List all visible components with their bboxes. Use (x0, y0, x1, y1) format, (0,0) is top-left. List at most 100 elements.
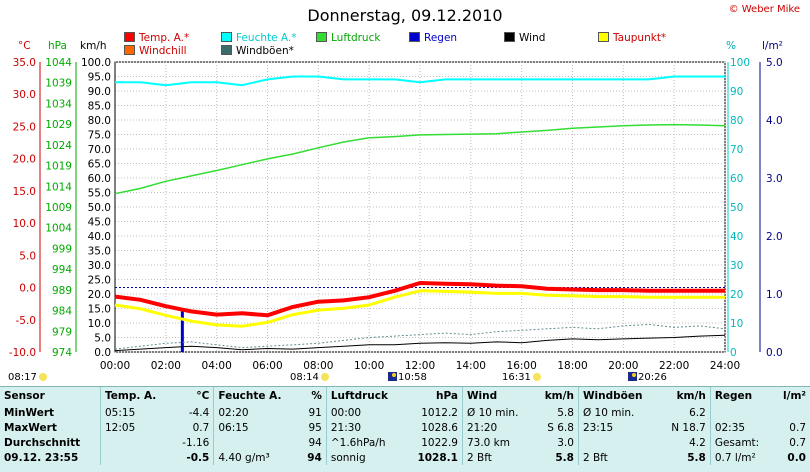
header-cell: Feuchte A. (213, 387, 299, 405)
pressure-tick-label: 1024 (45, 140, 72, 152)
pressure-tick-label: 994 (52, 264, 72, 276)
legend-item: Windböen* (221, 45, 294, 57)
legend-swatch (221, 32, 232, 42)
x-tick-label: 10:00 (354, 360, 384, 372)
row-label: MinWert (4, 406, 55, 419)
header-cell: km/h (676, 390, 706, 402)
moonrise-marker: 10:58 (388, 372, 427, 383)
x-tick-label: 24:00 (710, 360, 740, 372)
x-tick-label: 02:00 (151, 360, 181, 372)
pressure-tick-label: 1039 (45, 78, 72, 90)
cell: Ø 10 min. (461, 405, 534, 420)
humidity-tick-label: 90 (730, 86, 743, 98)
humidity-tick-label: 30 (730, 260, 743, 272)
series-line (114, 281, 725, 318)
kmh-unit-label: km/h (80, 40, 107, 52)
legend-swatch (124, 32, 135, 42)
cell: 5.8 (687, 451, 706, 464)
x-tick-label: 16:00 (507, 360, 537, 372)
sun-icon (532, 373, 541, 381)
wind-tick-label: 100.0 (81, 57, 111, 69)
cell: 0.7 (192, 421, 210, 434)
statistics-row-min: MinWert 05:15 -4.4 02:20 91 00:00 1012.2… (0, 405, 810, 420)
temp-tick-label: 15.0 (13, 186, 36, 198)
statistics-table: Sensor Temp. A. °C Feuchte A. % Luftdruc… (0, 387, 810, 465)
header-cell: Wind (461, 387, 534, 405)
x-tick-label: 18:00 (557, 360, 587, 372)
cell: 1028.6 (421, 421, 458, 434)
cell: S 6.8 (547, 421, 574, 434)
cell: 94 (307, 451, 322, 464)
header-cell: Regen (709, 387, 774, 405)
cell: 0.7 l/m² (709, 450, 774, 465)
legend-item: Regen (409, 32, 457, 44)
humidity-tick-label: 70 (730, 144, 743, 156)
wind-tick-label: 15.0 (88, 304, 111, 316)
cell: 02:20 (213, 405, 299, 420)
moonset-marker: 20:26 (628, 372, 667, 383)
x-tick-label: 22:00 (659, 360, 689, 372)
cell: N 18.7 (671, 421, 706, 434)
sun-icon (38, 373, 47, 381)
cell: 4.2 (689, 436, 706, 449)
hpa-unit-label: hPa (48, 40, 67, 52)
cell (773, 405, 810, 420)
cell: 1022.9 (421, 436, 458, 449)
cell: 00:00 (325, 405, 405, 420)
cell: 73.0 km (461, 435, 534, 450)
humidity-tick-label: 10 (730, 318, 743, 330)
legend-label: Taupunkt* (613, 32, 667, 44)
pressure-tick-label: 974 (52, 347, 72, 359)
cell: -1.16 (182, 436, 210, 449)
temp-tick-label: 30.0 (13, 89, 36, 101)
cell: 21:20 (461, 420, 534, 435)
x-tick-label: 08:00 (303, 360, 333, 372)
cell: 2 Bft (461, 450, 534, 465)
header-cell: Windböen (577, 387, 660, 405)
temp-tick-label: -10.0 (9, 347, 36, 359)
legend-item: Wind (504, 32, 545, 44)
temp-tick-label: 0.0 (19, 283, 36, 295)
cell: Ø 10 min. (577, 405, 660, 420)
cell: 95 (308, 421, 322, 434)
legend-swatch (598, 32, 609, 42)
wind-tick-label: 80.0 (88, 115, 111, 127)
header-cell: °C (196, 390, 210, 402)
legend-item: Temp. A.* (124, 32, 189, 44)
cell: 5.8 (555, 451, 574, 464)
cell: 12:05 (99, 420, 172, 435)
wind-tick-label: 75.0 (88, 130, 111, 142)
legend-label: Luftdruck (331, 32, 381, 44)
rain-unit-label: l/m² (762, 40, 783, 52)
cell (99, 435, 172, 450)
rain-tick-label: 1.0 (766, 289, 783, 301)
wind-tick-label: 65.0 (88, 159, 111, 171)
wind-tick-label: 90.0 (88, 86, 111, 98)
x-tick-label: 06:00 (252, 360, 282, 372)
wind-tick-label: 85.0 (88, 101, 111, 113)
weather-chart: 35.0 30.0 25.0 20.0 15.0 10.0 5.0 0.0 -5.0 -10.0 1… (9, 57, 783, 372)
wind-tick-label: 95.0 (88, 72, 111, 84)
rain-tick-label: 2.0 (766, 231, 783, 243)
cell: 3.0 (557, 436, 574, 449)
temp-tick-label: -5.0 (16, 315, 37, 327)
rain-tick-label: 3.0 (766, 173, 783, 185)
legend-item: Taupunkt* (598, 32, 666, 44)
cell (99, 450, 172, 465)
statistics-row-max: MaxWert 12:05 0.7 06:15 95 21:30 1028.6 … (0, 420, 810, 435)
cell: 0.0 (787, 451, 806, 464)
header-cell: Luftdruck (325, 387, 405, 405)
pressure-tick-label: 1009 (45, 202, 72, 214)
humidity-tick-label: 60 (730, 173, 743, 185)
header-cell: hPa (435, 390, 458, 402)
pressure-tick-label: 1004 (45, 223, 72, 235)
humidity-tick-label: 50 (730, 202, 743, 214)
legend-swatch (124, 45, 135, 55)
x-tick-label: 20:00 (608, 360, 638, 372)
header-cell: km/h (544, 390, 574, 402)
pressure-tick-label: 984 (52, 306, 72, 318)
series-line (114, 289, 725, 328)
wind-tick-label: 45.0 (88, 217, 111, 229)
row-label: MaxWert (4, 421, 57, 434)
legend-label: Feuchte A.* (236, 32, 297, 44)
